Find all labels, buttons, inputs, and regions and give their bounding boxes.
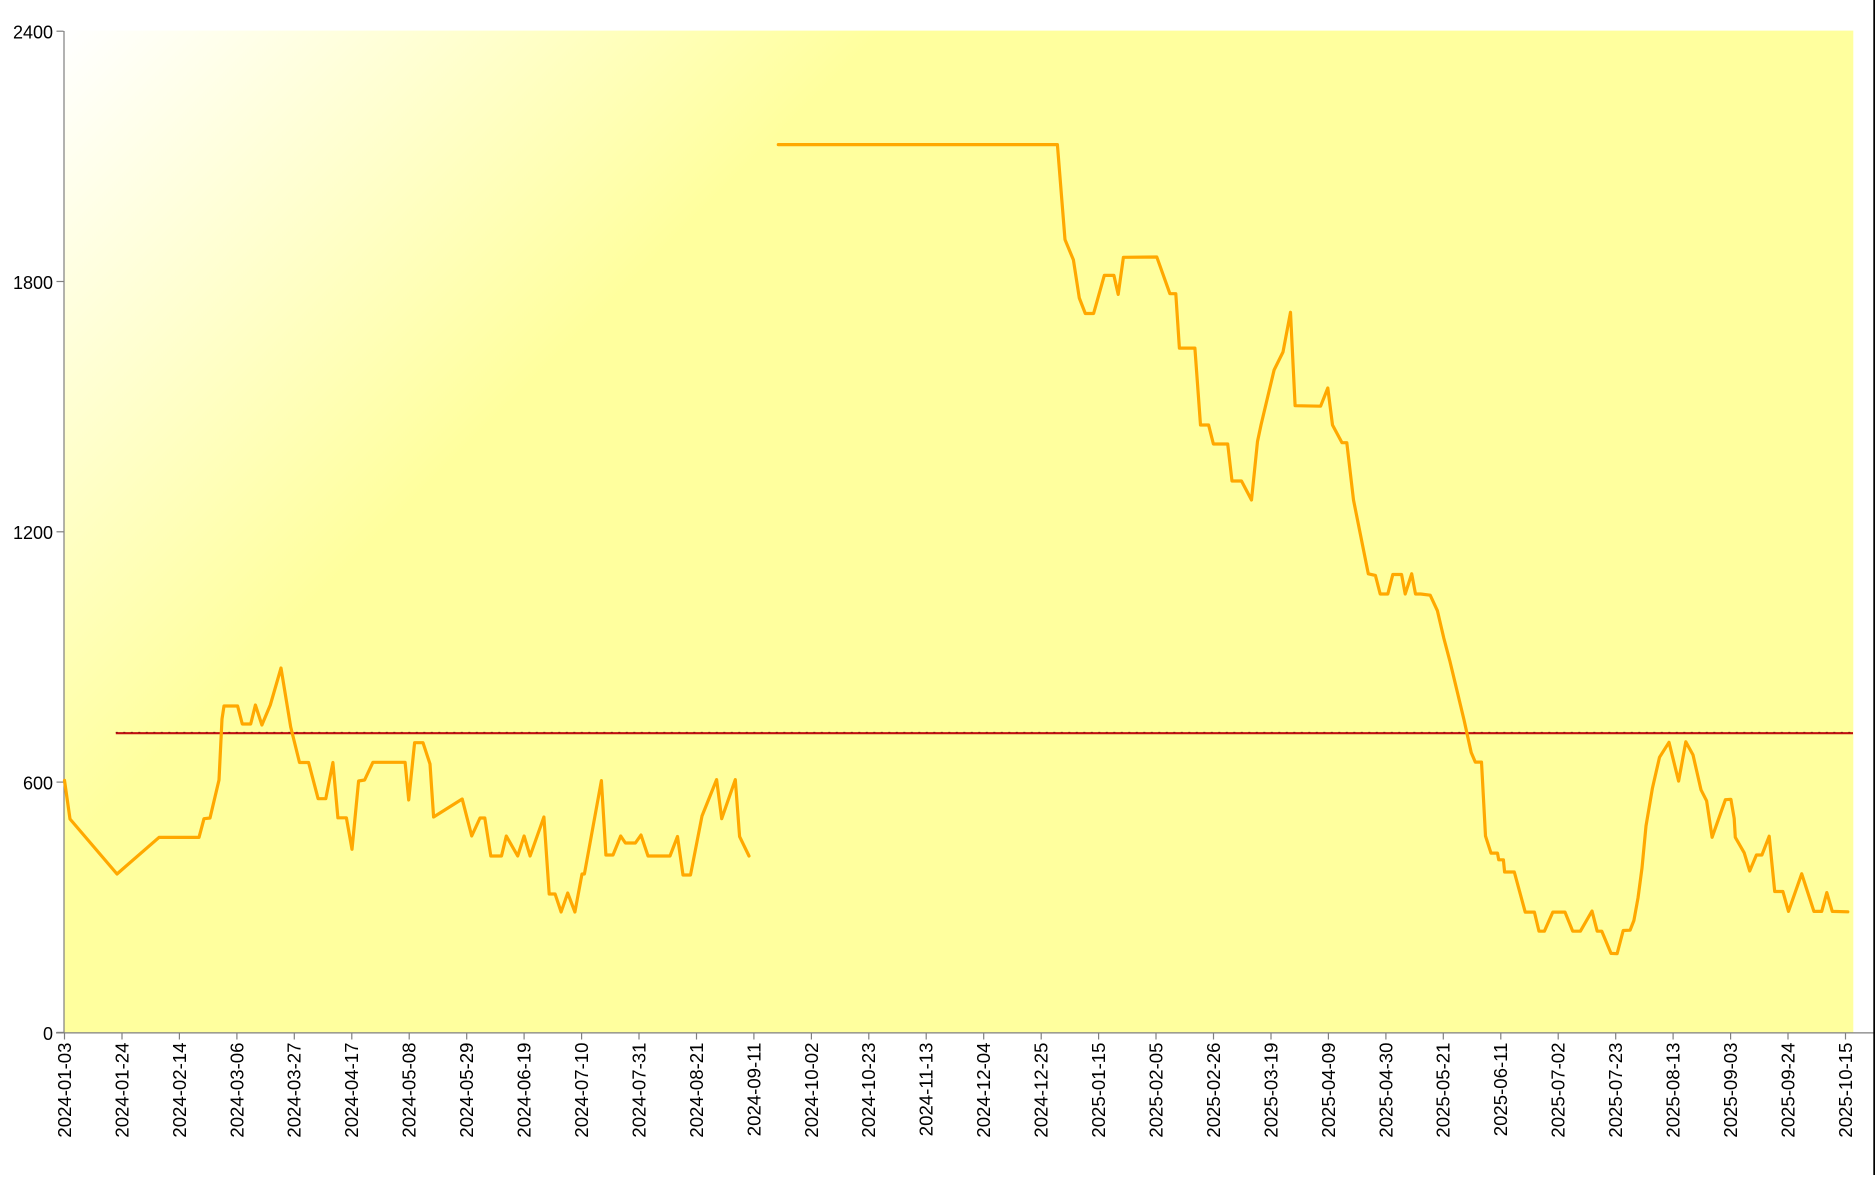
svg-text:2024-09-11: 2024-09-11 xyxy=(743,1043,764,1137)
svg-text:2025-07-23: 2025-07-23 xyxy=(1605,1043,1626,1138)
svg-text:600: 600 xyxy=(23,774,53,794)
svg-text:2025-02-26: 2025-02-26 xyxy=(1203,1043,1224,1138)
svg-text:2025-03-19: 2025-03-19 xyxy=(1260,1043,1281,1138)
svg-text:2024-05-08: 2024-05-08 xyxy=(399,1043,420,1138)
svg-text:2024-01-24: 2024-01-24 xyxy=(111,1043,132,1138)
svg-text:2024-06-19: 2024-06-19 xyxy=(514,1043,535,1138)
svg-text:2025-08-13: 2025-08-13 xyxy=(1663,1043,1684,1138)
svg-text:2024-03-06: 2024-03-06 xyxy=(226,1043,247,1138)
svg-text:0: 0 xyxy=(43,1024,53,1044)
svg-text:2024-11-13: 2024-11-13 xyxy=(916,1043,937,1137)
svg-text:1800: 1800 xyxy=(13,273,53,293)
svg-text:2025-09-24: 2025-09-24 xyxy=(1777,1043,1798,1138)
svg-text:2024-10-02: 2024-10-02 xyxy=(801,1043,822,1138)
svg-text:2024-02-14: 2024-02-14 xyxy=(169,1043,190,1138)
svg-text:2024-03-27: 2024-03-27 xyxy=(284,1043,305,1138)
svg-text:2024-12-04: 2024-12-04 xyxy=(973,1043,994,1138)
svg-text:2025-07-02: 2025-07-02 xyxy=(1548,1043,1569,1138)
svg-text:2025-04-30: 2025-04-30 xyxy=(1375,1043,1396,1138)
svg-text:2024-08-21: 2024-08-21 xyxy=(686,1043,707,1138)
svg-text:2400: 2400 xyxy=(13,23,53,43)
svg-text:2024-01-03: 2024-01-03 xyxy=(54,1043,75,1138)
svg-text:2024-07-31: 2024-07-31 xyxy=(628,1043,649,1138)
svg-text:2025-05-21: 2025-05-21 xyxy=(1433,1043,1454,1138)
svg-text:2025-10-15: 2025-10-15 xyxy=(1835,1043,1856,1138)
svg-text:2025-02-05: 2025-02-05 xyxy=(1146,1043,1167,1138)
svg-text:2024-04-17: 2024-04-17 xyxy=(341,1043,362,1138)
svg-text:2025-01-15: 2025-01-15 xyxy=(1088,1043,1109,1138)
svg-text:2024-07-10: 2024-07-10 xyxy=(571,1043,592,1138)
svg-text:2025-06-11: 2025-06-11 xyxy=(1490,1043,1511,1137)
svg-text:2025-09-03: 2025-09-03 xyxy=(1720,1043,1741,1138)
svg-text:2025-04-09: 2025-04-09 xyxy=(1318,1043,1339,1138)
svg-text:1200: 1200 xyxy=(13,523,53,543)
svg-text:2024-05-29: 2024-05-29 xyxy=(456,1043,477,1138)
svg-text:2024-12-25: 2024-12-25 xyxy=(1031,1043,1052,1138)
svg-text:2024-10-23: 2024-10-23 xyxy=(858,1043,879,1138)
